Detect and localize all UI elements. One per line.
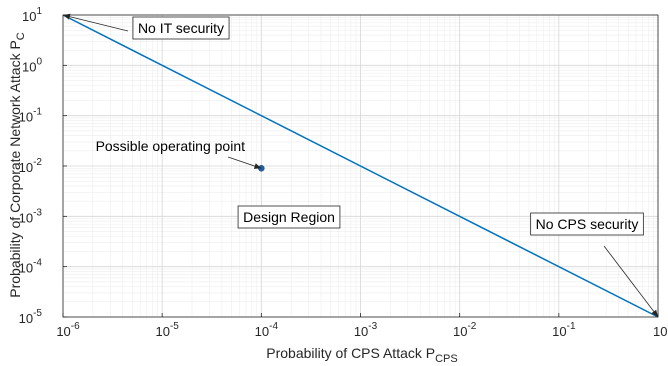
x-axis-label-main: Probability of CPS Attack P (266, 345, 435, 361)
tick-base: 10 (19, 210, 33, 225)
tick-exponent: -3 (368, 321, 377, 332)
tick-base: 10 (155, 324, 169, 339)
annotation-design-text: Design Region (243, 209, 335, 225)
tick-exponent: -3 (33, 207, 42, 218)
x-axis-label: Probability of CPS Attack PCPS (266, 345, 457, 365)
annotation-no-it-box (132, 16, 230, 40)
x-axis-label-subscript: CPS (435, 353, 458, 365)
series-line (62, 14, 659, 318)
x-tick-label: 10-6 (56, 321, 80, 339)
tick-base: 10 (552, 324, 566, 339)
tick-base: 10 (255, 324, 269, 339)
y-axis-label-subscript: C (15, 32, 27, 40)
tick-exponent: -5 (33, 308, 42, 319)
annotations: No IT security No CPS security Possible op… (62, 13, 659, 318)
x-tick-label: 10-1 (552, 321, 576, 339)
y-tick-label: 10-4 (19, 258, 43, 276)
annotation-design-box (237, 205, 341, 229)
tick-base: 10 (19, 261, 33, 276)
tick-exponent: -6 (71, 321, 80, 332)
tick-exponent: -2 (33, 157, 42, 168)
annotation-no-cps: No CPS security (530, 212, 659, 318)
y-axis-label-main: Probability of Corporate Network Attack … (7, 40, 23, 298)
tick-exponent: 0 (36, 56, 42, 67)
tick-base: 10 (19, 160, 33, 175)
tick-base: 10 (354, 324, 368, 339)
y-tick-label: 10-2 (19, 157, 43, 175)
x-tick-label: 10-3 (354, 321, 378, 339)
x-tick-label: 10-2 (453, 321, 477, 339)
x-tick-label: 100 (653, 321, 668, 339)
annotation-no-cps-box (530, 212, 644, 236)
tick-exponent: -4 (269, 321, 278, 332)
annotation-no-it-text: No IT security (138, 20, 224, 36)
annotation-no-it: No IT security (62, 13, 230, 40)
annotation-operating-text: Possible operating point (96, 138, 246, 154)
y-tick-label: 10-5 (19, 308, 43, 326)
tick-exponent: -2 (467, 321, 476, 332)
x-tick-label: 10-4 (255, 321, 279, 339)
tick-base: 10 (453, 324, 467, 339)
y-tick-label: 10-1 (19, 107, 43, 125)
tick-exponent: -1 (33, 107, 42, 118)
tick-base: 10 (22, 59, 36, 74)
tick-exponent: -5 (170, 321, 179, 332)
annotation-no-cps-text: No CPS security (536, 216, 639, 232)
tick-exponent: -1 (567, 321, 576, 332)
y-axis-label: Probability of Corporate Network Attack … (7, 32, 27, 298)
tick-exponent: -4 (33, 258, 42, 269)
series-layer (62, 14, 659, 318)
y-tick-label: 100 (22, 56, 42, 74)
tick-base: 10 (653, 324, 667, 339)
tick-exponent: 1 (36, 6, 42, 17)
tick-base: 10 (19, 110, 33, 125)
tick-base: 10 (19, 311, 33, 326)
annotation-no-it-arrow (62, 13, 129, 32)
annotation-no-cps-arrow (603, 245, 659, 318)
tick-base: 10 (56, 324, 70, 339)
annotation-design: Design Region (237, 205, 341, 229)
y-tick-label: 10-3 (19, 207, 43, 225)
y-tick-label: 101 (22, 6, 42, 24)
annotation-operating: Possible operating point (96, 138, 262, 169)
annotation-operating-arrow (227, 156, 262, 169)
tick-base: 10 (22, 9, 36, 24)
x-tick-label: 10-5 (155, 321, 179, 339)
